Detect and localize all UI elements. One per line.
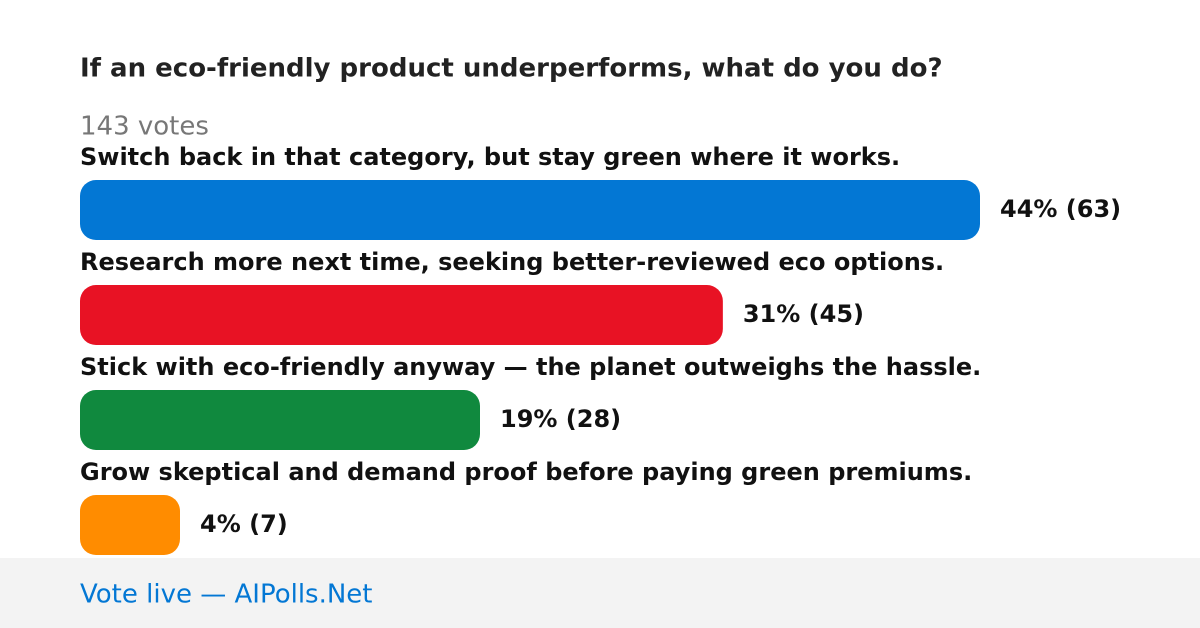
bar [80,285,723,345]
option-label: Grow skeptical and demand proof before p… [80,458,972,486]
option-label: Stick with eco-friendly anyway — the pla… [80,353,981,381]
option-label: Research more next time, seeking better-… [80,248,944,276]
bar [80,495,180,555]
option-label: Switch back in that category, but stay g… [80,143,900,171]
bar [80,180,980,240]
value-label: 19% (28) [500,405,621,433]
footer-bar [0,558,1200,628]
footer-link[interactable]: Vote live — AIPolls.Net [80,580,373,610]
vote-count: 143 votes [80,112,209,142]
chart-title: If an eco-friendly product underperforms… [80,54,943,84]
value-label: 44% (63) [1000,195,1121,223]
bar [80,390,480,450]
value-label: 4% (7) [200,510,288,538]
value-label: 31% (45) [743,300,864,328]
